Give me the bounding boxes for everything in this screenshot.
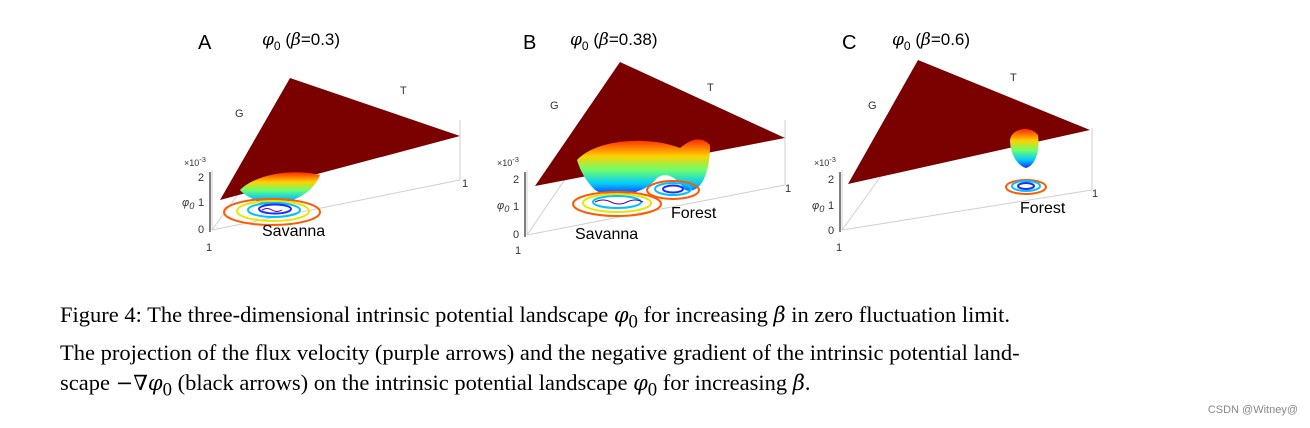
caption-line-2: The projection of the flux velocity (pur… xyxy=(60,339,1020,365)
watermark: CSDN @Witney@ xyxy=(1207,404,1298,416)
axis-g-label: G xyxy=(235,108,244,120)
y-axis-label: φ0 xyxy=(182,197,195,212)
axis-g-label: G xyxy=(550,100,559,112)
region-label-forest: Forest xyxy=(671,205,717,222)
wells-double xyxy=(577,139,710,196)
axis-exponent: ×10-3 xyxy=(497,155,519,168)
axis-t-label: T xyxy=(707,82,714,94)
y-axis-label: φ0 xyxy=(497,200,510,215)
tick-0: 0 xyxy=(828,225,835,237)
landscape-plot-a xyxy=(209,78,461,232)
well-forest xyxy=(1010,128,1039,168)
region-label-savanna: Savanna xyxy=(262,223,326,240)
axis-t-label: T xyxy=(400,85,407,97)
tick-left: 1 xyxy=(836,242,843,254)
panel-label: B xyxy=(523,32,537,54)
flux-arrows xyxy=(594,199,644,205)
axis-t-label: T xyxy=(1010,72,1017,84)
panel-label: C xyxy=(842,32,857,54)
tick-left: 1 xyxy=(206,242,213,254)
tick-1: 1 xyxy=(828,200,835,212)
potential-surface xyxy=(848,60,1090,184)
panel-title: φ0 (β=0.6) xyxy=(892,30,971,53)
y-axis-label: φ0 xyxy=(812,200,825,215)
caption-line-3: scape −∇φ0 (black arrows) on the intrins… xyxy=(60,369,811,401)
tick-right: 1 xyxy=(1092,188,1099,200)
axis-exponent: ×10-3 xyxy=(184,155,206,168)
panel-c: C φ0 (β=0.6) G T ×10-3 2 1 0 φ0 1 1 Fore… xyxy=(800,0,1130,280)
tick-0: 0 xyxy=(513,229,520,241)
panel-title: φ0 (β=0.38) xyxy=(570,30,658,53)
figure-caption: Figure 4: The three-dimensional intrinsi… xyxy=(60,300,1250,405)
tick-right: 1 xyxy=(785,183,792,195)
region-label-forest: Forest xyxy=(1020,200,1066,217)
axis-exponent: ×10-3 xyxy=(814,155,836,168)
axis-g-label: G xyxy=(868,100,877,112)
contours xyxy=(572,180,700,217)
panel-title: φ0 (β=0.3) xyxy=(262,30,341,53)
potential-surface xyxy=(220,78,460,200)
figure-4: A φ0 (β=0.3) G T ×10-3 2 1 0 φ0 1 1 Sava… xyxy=(170,0,1130,280)
region-label-savanna: Savanna xyxy=(575,226,639,243)
tick-2: 2 xyxy=(198,172,205,184)
landscape-plot-b xyxy=(524,62,786,237)
caption-line-1: Figure 4: The three-dimensional intrinsi… xyxy=(60,302,1010,333)
tick-left: 1 xyxy=(515,245,522,257)
contours xyxy=(1005,179,1047,195)
tick-1: 1 xyxy=(198,197,205,209)
tick-2: 2 xyxy=(828,174,835,186)
panel-label: A xyxy=(198,32,212,54)
panel-a: A φ0 (β=0.3) G T ×10-3 2 1 0 φ0 1 1 Sava… xyxy=(170,0,500,280)
tick-2: 2 xyxy=(513,174,520,186)
well-savanna xyxy=(240,172,320,205)
landscape-plot-c xyxy=(839,60,1093,232)
contours xyxy=(223,198,321,226)
flux-arrows xyxy=(261,208,283,212)
tick-0: 0 xyxy=(198,224,205,236)
tick-1: 1 xyxy=(513,201,520,213)
tick-right: 1 xyxy=(462,178,469,190)
panel-b: B φ0 (β=0.38) G T ×10-3 2 1 0 φ0 1 1 For… xyxy=(485,0,815,280)
